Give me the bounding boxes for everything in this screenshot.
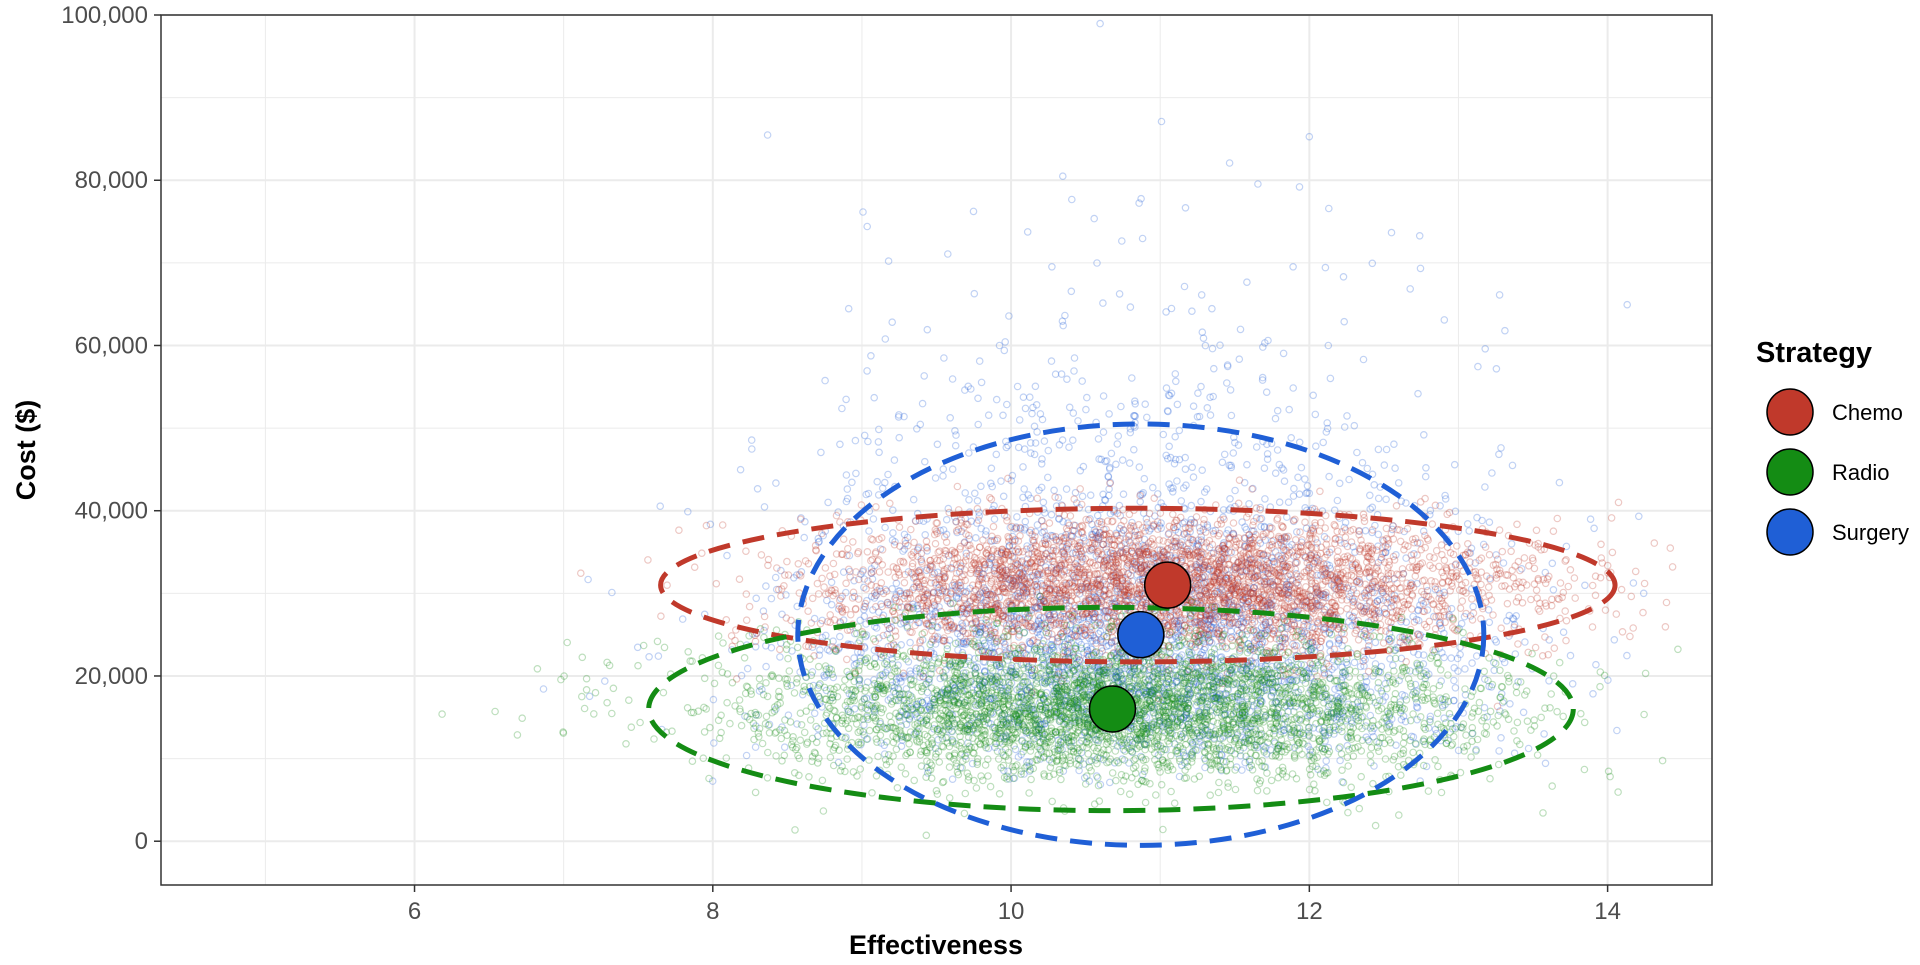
chart-container: 68101214020,00040,00060,00080,000100,000… [0,0,1920,960]
scatter-chart: 68101214020,00040,00060,00080,000100,000… [0,0,1920,960]
